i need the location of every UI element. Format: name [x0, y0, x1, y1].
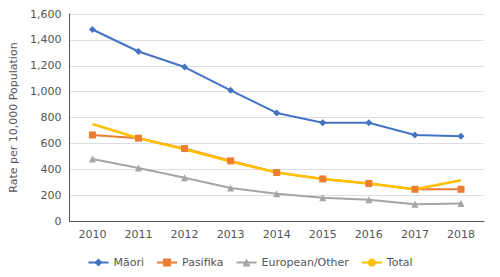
svg-text:0: 0: [54, 215, 61, 228]
svg-text:2016: 2016: [355, 228, 383, 241]
svg-text:1,000: 1,000: [30, 85, 62, 98]
svg-text:Māori: Māori: [113, 256, 144, 269]
svg-text:2018: 2018: [447, 228, 475, 241]
svg-text:800: 800: [40, 111, 61, 124]
svg-text:Total: Total: [386, 256, 413, 269]
svg-text:2010: 2010: [78, 228, 106, 241]
svg-text:1,200: 1,200: [30, 59, 62, 72]
svg-text:1,600: 1,600: [30, 8, 62, 21]
svg-text:1,400: 1,400: [30, 33, 62, 46]
svg-text:European/Other: European/Other: [262, 256, 350, 269]
svg-text:2017: 2017: [401, 228, 429, 241]
svg-text:Rate per 10,000 Population: Rate per 10,000 Population: [7, 42, 20, 192]
svg-text:2013: 2013: [217, 228, 245, 241]
svg-text:2011: 2011: [124, 228, 152, 241]
svg-text:Pasifika: Pasifika: [182, 256, 224, 269]
svg-text:400: 400: [40, 163, 61, 176]
svg-text:2012: 2012: [171, 228, 199, 241]
svg-text:2015: 2015: [309, 228, 337, 241]
svg-text:200: 200: [40, 189, 61, 202]
svg-text:600: 600: [40, 137, 61, 150]
svg-text:2014: 2014: [263, 228, 291, 241]
